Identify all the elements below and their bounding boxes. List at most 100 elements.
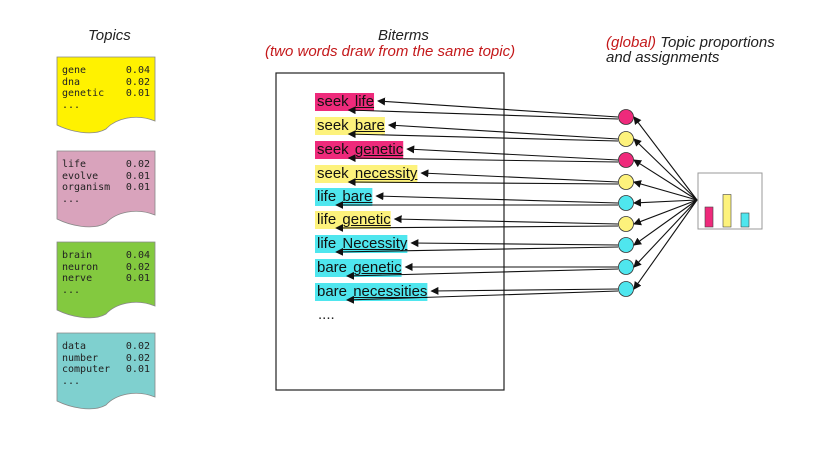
proportions-title-text: Topic proportions (656, 34, 775, 51)
biterm-word-1: life (317, 235, 337, 252)
biterm-word-2: bare (354, 117, 385, 134)
biterm-word-2: genetic (353, 259, 402, 276)
proportion-arrow (633, 199, 698, 268)
topic-word: brain (62, 250, 93, 261)
assignment-arrow (406, 145, 619, 161)
proportion-bar (704, 206, 714, 228)
biterm-highlight (315, 211, 391, 229)
biterm-document-box (275, 72, 505, 391)
assignment-circle (618, 216, 634, 232)
biterm-2: seek bare (316, 116, 386, 136)
topic-word-list-3: brain 0.04 neuron 0.02 nerve 0.01... (62, 250, 150, 296)
biterm-word-1: bare (317, 259, 348, 276)
topic-more-ellipsis: ... (62, 375, 81, 387)
assignment-arrow (347, 154, 619, 163)
biterm-word-2: bare (342, 188, 373, 205)
topic-word-row: gene 0.04 (62, 65, 150, 77)
topic-word-row: life 0.02 (62, 159, 150, 171)
topic-more-ellipsis: ... (62, 193, 81, 205)
topic-word-probability: 0.02 (125, 341, 150, 352)
topic-word: life (62, 159, 87, 170)
proportion-arrow (633, 199, 698, 290)
topic-word-row: genetic 0.01 (62, 88, 150, 100)
assignment-circle (618, 174, 634, 190)
topic-word: nerve (62, 273, 93, 284)
biterm-3: seek genetic (316, 140, 404, 160)
topic-word-probability: 0.01 (125, 273, 150, 284)
biterm-6: life genetic (316, 210, 392, 230)
topic-word: dna (62, 76, 81, 88)
assignment-circle (618, 195, 634, 211)
topic-word: organism (62, 182, 111, 193)
topic-word: evolve (62, 170, 99, 182)
assignment-arrow (377, 97, 619, 118)
assignment-arrow (393, 215, 619, 225)
biterm-word-1: life (317, 211, 337, 228)
topics-title: Topics (88, 27, 131, 44)
topic-more-ellipsis: ... (62, 284, 81, 296)
assignment-circle (618, 281, 634, 297)
biterm-word-1: seek (317, 93, 349, 110)
biterm-word-1: bare (317, 283, 348, 300)
biterm-1: seek life (316, 92, 375, 112)
biterm-4: seek necessity (316, 164, 418, 184)
assignment-arrow (335, 246, 619, 256)
proportion-bar (740, 212, 750, 228)
topic-word-probability: 0.02 (125, 261, 150, 273)
topic-word-row: dna 0.02 (62, 77, 150, 89)
assignment-circle (618, 259, 634, 275)
topic-word: gene (62, 65, 87, 76)
global-label: (global) (606, 34, 657, 51)
topic-note-3 (56, 241, 156, 319)
topic-word: neuron (62, 261, 99, 273)
proportions-title: (global) Topic proportions and assignmen… (606, 35, 775, 65)
assignment-arrow (387, 121, 619, 140)
topic-word-row: number 0.02 (62, 353, 150, 365)
topic-word-probability: 0.01 (125, 182, 150, 193)
topic-more-ellipsis: ... (62, 99, 81, 111)
proportion-arrow (633, 199, 698, 226)
biterm-word-2: genetic (354, 141, 404, 158)
biterm-word-2: necessities (353, 283, 428, 300)
assignment-arrow (347, 106, 619, 120)
topic-word-row: evolve 0.01 (62, 171, 150, 183)
biterm-word-1: life (317, 188, 337, 205)
assignment-circle (618, 237, 634, 253)
assignment-arrow (375, 192, 619, 204)
topic-word: number (62, 352, 99, 364)
biterm-word-1: seek (317, 165, 349, 182)
biterm-5: life bare (316, 187, 373, 207)
topic-word-probability: 0.04 (125, 250, 150, 261)
topic-word-probability: 0.01 (125, 88, 150, 99)
biterms-title: Biterms (378, 27, 429, 44)
biterms-subtitle: (two words draw from the same topic) (265, 43, 516, 60)
biterm-word-2: necessity (354, 165, 418, 182)
assignment-circle (618, 152, 634, 168)
biterm-highlight (315, 165, 418, 183)
biterm-highlight (315, 283, 428, 301)
topic-word: genetic (62, 88, 105, 99)
biterm-8: bare genetic (316, 258, 403, 278)
assignment-arrow (335, 223, 619, 232)
proportion-bar (722, 194, 732, 228)
assignment-arrow (346, 290, 619, 304)
assignment-arrow (410, 239, 619, 248)
topic-word-probability: 0.02 (125, 159, 150, 170)
topic-word-row: nerve 0.01 (62, 273, 150, 285)
topic-word: computer (62, 364, 111, 375)
biterms-ellipsis: .... (318, 306, 335, 323)
topic-word-probability: 0.02 (125, 352, 150, 364)
assignment-arrow (430, 286, 619, 295)
biterm-highlight (315, 188, 373, 206)
assignment-arrow (347, 130, 619, 142)
topic-note-1 (56, 56, 156, 134)
topic-word: data (62, 341, 87, 352)
proportion-arrow (633, 198, 698, 207)
biterm-highlight (315, 117, 385, 135)
proportion-arrow (633, 116, 698, 201)
biterm-word-2: genetic (342, 211, 391, 228)
proportion-arrow (633, 159, 698, 201)
topic-word-row: organism 0.01 (62, 182, 150, 194)
assignment-circle (618, 131, 634, 147)
proportions-title-line2: and assignments (606, 49, 720, 66)
